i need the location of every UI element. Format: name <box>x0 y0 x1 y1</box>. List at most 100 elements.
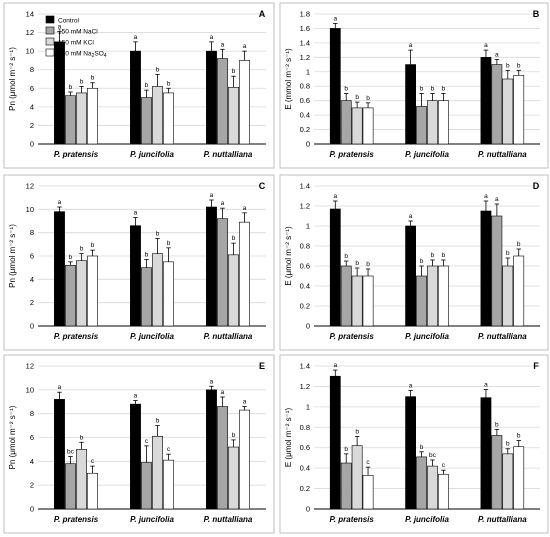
legend-swatch <box>45 48 55 57</box>
y-tick-label: 4 <box>30 457 34 466</box>
significance-label: b <box>366 261 370 268</box>
bar <box>141 267 152 327</box>
significance-label: c <box>91 458 95 465</box>
panel-letter: C <box>259 181 266 191</box>
significance-label: b <box>506 62 510 69</box>
bar <box>76 260 87 327</box>
bar <box>405 64 416 145</box>
y-tick-label: 8 <box>30 65 34 74</box>
significance-label: a <box>495 196 499 203</box>
y-tick-label: 12 <box>26 28 34 37</box>
bar <box>502 265 514 327</box>
significance-label: a <box>333 193 337 200</box>
bar <box>351 445 363 510</box>
legend-label: 150 mM KCl <box>58 40 94 47</box>
significance-label: a <box>210 34 214 41</box>
legend-label: Control <box>58 18 80 25</box>
bar <box>206 389 217 510</box>
category-label: P. nuttalliana <box>478 515 527 524</box>
significance-label: b <box>80 434 84 441</box>
significance-label: a <box>409 213 413 220</box>
significance-label: a <box>221 389 225 396</box>
legend-label: 150 mM NaCl <box>58 29 98 36</box>
y-axis-label: E (μmol m⁻² s⁻¹) <box>284 226 293 286</box>
significance-label: a <box>243 43 247 50</box>
bar <box>163 459 174 510</box>
y-tick-label: 0 <box>30 140 34 149</box>
significance-label: a <box>134 393 138 400</box>
significance-label: b <box>232 235 236 242</box>
significance-label: b <box>495 421 499 428</box>
bar <box>217 406 228 510</box>
y-tick-label: 10 <box>26 47 34 56</box>
category-label: P. juncifolia <box>405 515 449 524</box>
bar <box>416 275 427 327</box>
bar <box>239 221 250 327</box>
bar <box>239 409 250 510</box>
bar <box>427 265 438 327</box>
category-label: P. juncifolia <box>405 332 449 341</box>
bar <box>513 255 525 327</box>
significance-label: a <box>58 24 62 31</box>
significance-label: bc <box>429 452 437 459</box>
y-tick-label: 0.4 <box>300 111 310 120</box>
bar <box>76 449 87 510</box>
category-label: P. nuttalliana <box>478 332 527 341</box>
y-tick-label: 8 <box>30 409 34 418</box>
significance-label: bc <box>67 449 75 456</box>
panel-f: 00.20.40.60.811.21.4E (μmol m⁻² s⁻¹)Fabb… <box>279 354 549 534</box>
panel-letter: B <box>533 9 540 19</box>
y-tick-label: 12 <box>26 182 34 191</box>
bar <box>130 403 141 510</box>
bar <box>141 97 152 145</box>
y-tick-label: 1.4 <box>300 362 310 371</box>
y-tick-label: 2 <box>30 481 34 490</box>
significance-label: a <box>484 381 488 388</box>
category-label: P. pratensis <box>330 515 375 524</box>
y-tick-label: 0.4 <box>300 464 310 473</box>
significance-label: b <box>69 84 73 91</box>
significance-label: a <box>134 34 138 41</box>
y-tick-label: 4 <box>30 275 34 284</box>
y-tick-label: 0.6 <box>300 96 310 105</box>
bar <box>491 64 503 145</box>
bar <box>217 218 228 327</box>
bar <box>228 446 239 510</box>
y-tick-label: 0 <box>306 322 310 331</box>
y-tick-label: 1.2 <box>300 53 310 62</box>
bar <box>152 436 163 510</box>
legend-swatch <box>45 15 55 24</box>
y-tick-label: 2 <box>30 121 34 130</box>
bar <box>437 473 449 510</box>
bar <box>502 78 514 145</box>
significance-label: a <box>243 205 247 212</box>
y-tick-label: 0 <box>30 322 34 331</box>
panel-letter: E <box>259 361 265 371</box>
bar <box>54 399 65 510</box>
bar <box>405 396 416 510</box>
significance-label: b <box>91 242 95 249</box>
category-label: P. pratensis <box>54 515 99 524</box>
bar <box>480 210 492 327</box>
bar <box>54 211 65 327</box>
category-label: P. nuttalliana <box>204 332 253 341</box>
significance-label: b <box>442 252 446 259</box>
legend: Control 150 mM NaCl 150 mM KCl 150 mM Na2SO… <box>45 15 107 59</box>
bar <box>362 474 374 510</box>
significance-label: c <box>167 446 171 453</box>
significance-label: b <box>420 258 424 265</box>
y-tick-label: 2 <box>30 298 34 307</box>
y-tick-label: 0.4 <box>300 282 310 291</box>
significance-label: b <box>344 446 348 453</box>
y-tick-label: 1 <box>306 67 310 76</box>
bar <box>76 92 87 145</box>
bar <box>513 446 525 510</box>
category-label: P. nuttalliana <box>204 515 253 524</box>
bar <box>329 208 341 327</box>
y-tick-label: 6 <box>30 252 34 261</box>
significance-label: b <box>442 85 446 92</box>
bar <box>130 225 141 327</box>
